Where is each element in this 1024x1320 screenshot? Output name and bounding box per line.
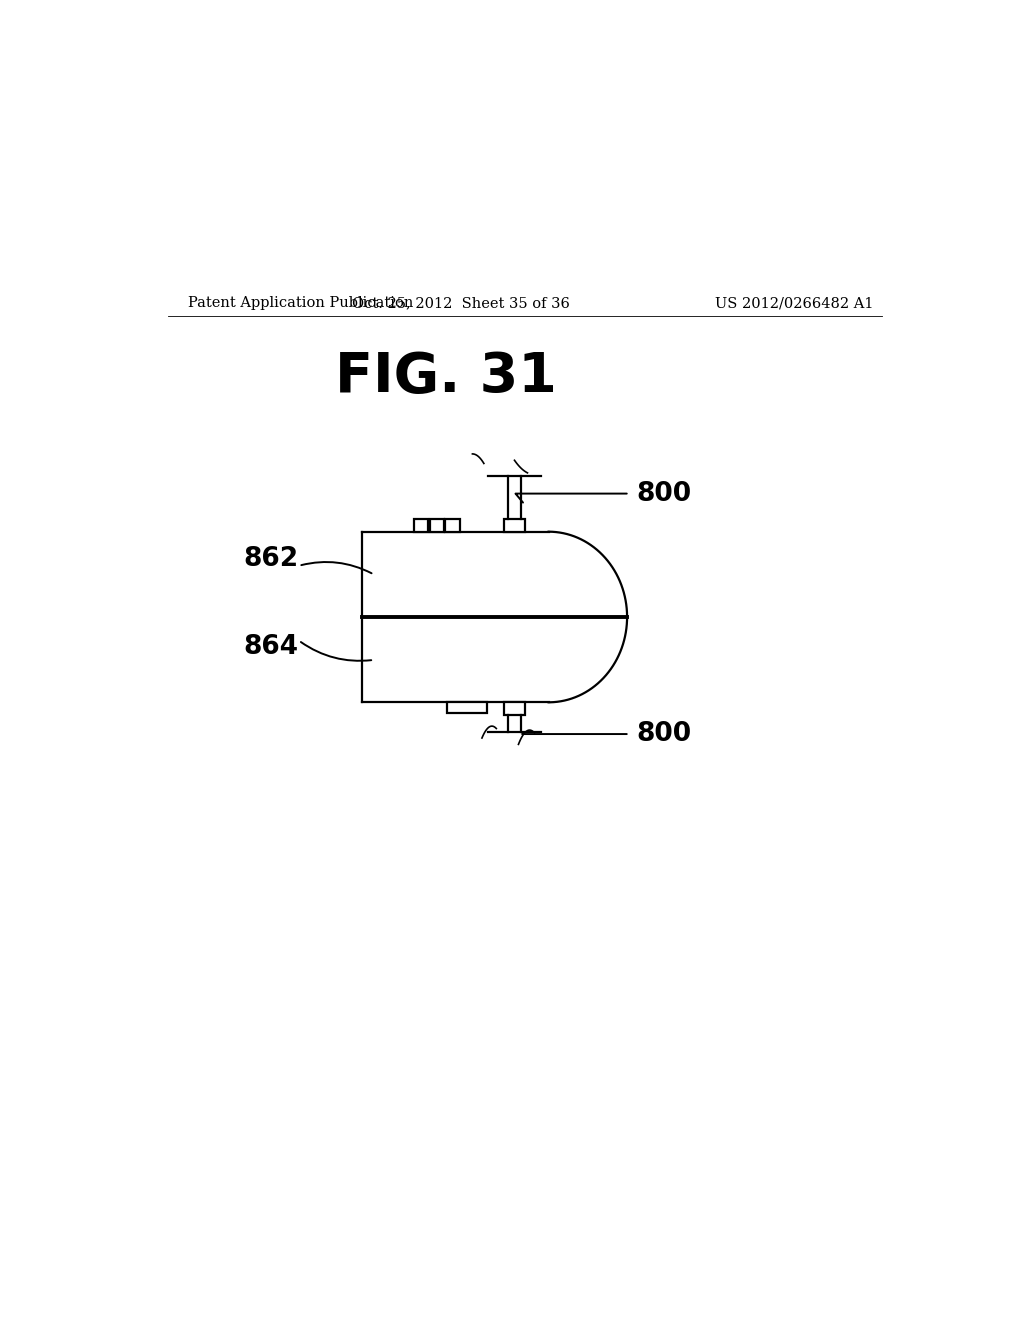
Bar <box>430 519 443 532</box>
Bar <box>414 519 428 532</box>
Bar <box>504 702 525 715</box>
Text: US 2012/0266482 A1: US 2012/0266482 A1 <box>716 296 873 310</box>
Text: Oct. 25, 2012  Sheet 35 of 36: Oct. 25, 2012 Sheet 35 of 36 <box>352 296 570 310</box>
Text: FIG. 31: FIG. 31 <box>335 350 556 404</box>
Text: 800: 800 <box>636 480 691 507</box>
Bar <box>504 519 525 532</box>
Bar <box>445 519 460 532</box>
Text: 862: 862 <box>243 546 298 573</box>
Text: 800: 800 <box>636 721 691 747</box>
Bar <box>447 702 487 713</box>
Text: 864: 864 <box>243 634 298 660</box>
Text: Patent Application Publication: Patent Application Publication <box>187 296 413 310</box>
